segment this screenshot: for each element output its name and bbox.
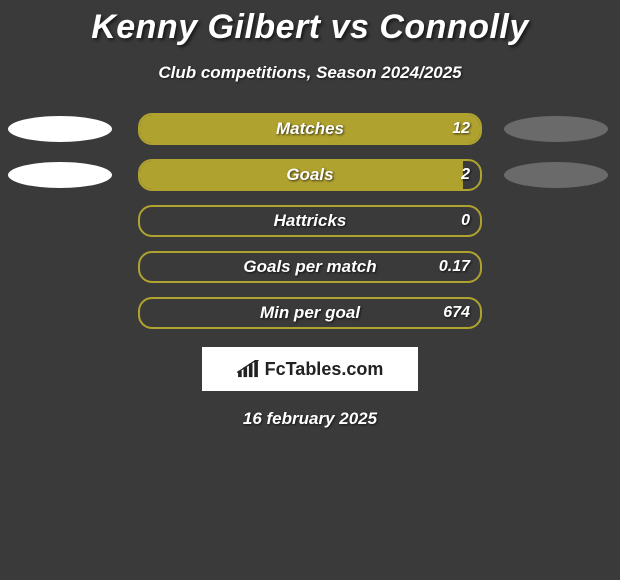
page-title: Kenny Gilbert vs Connolly [0, 0, 620, 47]
stat-bar-track: Goals per match0.17 [138, 251, 482, 283]
stat-bar-track: Min per goal674 [138, 297, 482, 329]
player-right-indicator [504, 162, 608, 188]
stat-value: 2 [461, 161, 470, 189]
stat-value: 12 [452, 115, 470, 143]
stat-bar-track: Goals2 [138, 159, 482, 191]
stat-label: Min per goal [140, 299, 480, 327]
subtitle: Club competitions, Season 2024/2025 [0, 63, 620, 83]
player-left-indicator [8, 162, 112, 188]
player-left-indicator [8, 116, 112, 142]
stat-bar-track: Matches12 [138, 113, 482, 145]
stat-label: Matches [140, 115, 480, 143]
stat-value: 674 [443, 299, 470, 327]
date-label: 16 february 2025 [0, 409, 620, 429]
stat-row: Min per goal674 [0, 297, 620, 329]
comparison-infographic: Kenny Gilbert vs Connolly Club competiti… [0, 0, 620, 580]
stats-rows: Matches12 Goals2 Hattricks0 Goals per match… [0, 113, 620, 329]
bar-chart-icon [237, 360, 259, 378]
stat-row: Matches12 [0, 113, 620, 145]
stat-row: Goals per match0.17 [0, 251, 620, 283]
logo-box: FcTables.com [202, 347, 418, 391]
stat-label: Goals per match [140, 253, 480, 281]
stat-row: Hattricks0 [0, 205, 620, 237]
player-right-indicator [504, 116, 608, 142]
stat-row: Goals2 [0, 159, 620, 191]
stat-value: 0 [461, 207, 470, 235]
stat-label: Goals [140, 161, 480, 189]
stat-value: 0.17 [439, 253, 470, 281]
stat-bar-track: Hattricks0 [138, 205, 482, 237]
stat-label: Hattricks [140, 207, 480, 235]
logo-text: FcTables.com [265, 359, 384, 380]
